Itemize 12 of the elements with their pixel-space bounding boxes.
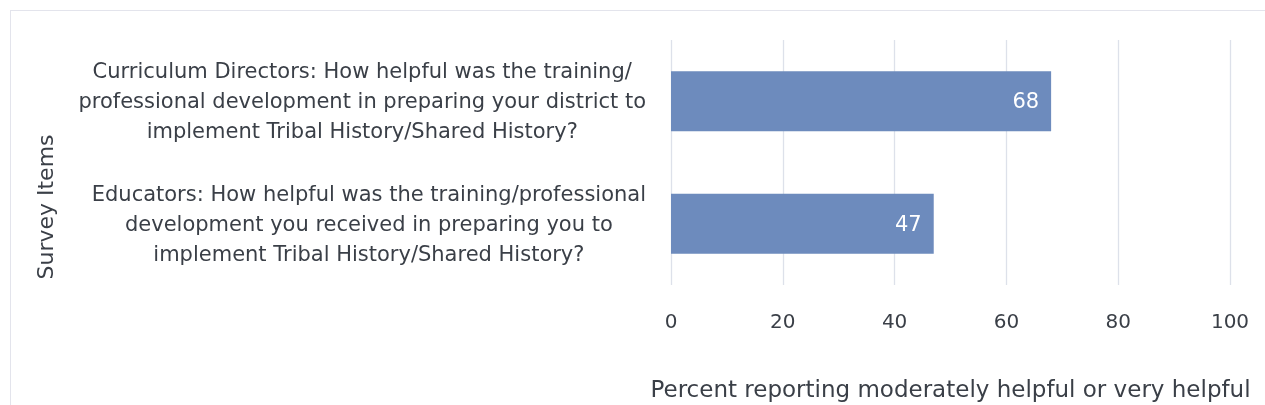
y-tick-label: Curriculum Directors: How helpful was the training/ professional development in preparing your district to implement Tribal History/Shared History? bbox=[78, 59, 646, 144]
data-label: 47 bbox=[895, 211, 922, 236]
x-tick-label: 20 bbox=[770, 309, 796, 333]
x-tick-label: 0 bbox=[664, 309, 678, 333]
x-tick-label: 40 bbox=[881, 309, 908, 333]
y-axis-title: Survey Items bbox=[32, 134, 58, 280]
data-label: 68 bbox=[1012, 89, 1040, 114]
x-axis-title: Percent reporting moderately helpful or very helpful bbox=[650, 375, 1251, 402]
x-tick-label: 80 bbox=[1105, 309, 1131, 333]
x-tick-label: 100 bbox=[1210, 309, 1250, 333]
x-tick-label: 60 bbox=[993, 309, 1020, 333]
y-tick-label: Educators: How helpful was the training/professional development you received in preparing you to implement Tribal History/Shared History? bbox=[91, 181, 646, 266]
